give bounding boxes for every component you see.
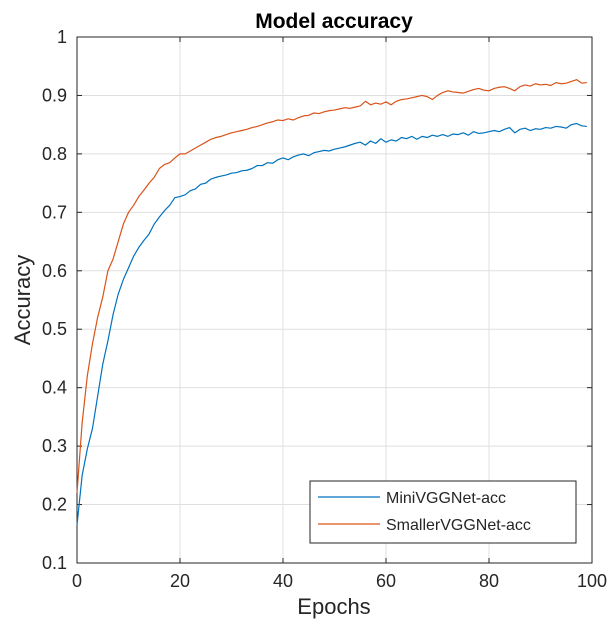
- legend-label-smallervggnet: SmallerVGGNet-acc: [386, 517, 531, 534]
- legend: MiniVGGNet-acc SmallerVGGNet-acc: [309, 480, 577, 544]
- series-lines: [76, 79, 587, 526]
- series-line-smallervggnet-acc: [76, 79, 587, 493]
- x-axis-label: Epochs: [297, 594, 370, 619]
- legend-box: [309, 480, 577, 544]
- y-tick-label: 0.6: [42, 261, 67, 281]
- x-tick-label: 20: [170, 571, 190, 591]
- y-tick-label: 1: [57, 27, 67, 47]
- y-tick-label: 0.8: [42, 144, 67, 164]
- x-tick-label: 100: [577, 571, 607, 591]
- y-tick-label: 0.5: [42, 319, 67, 339]
- series-line-minivggnet-acc: [76, 122, 587, 526]
- y-axis-label: Accuracy: [10, 255, 35, 345]
- x-tick-label: 0: [72, 571, 82, 591]
- chart-title: Model accuracy: [255, 10, 413, 33]
- y-tick-label: 0.9: [42, 85, 67, 105]
- x-tick-label: 60: [376, 571, 396, 591]
- tick-labels: 0 20 40 60 80 100 0.1 0.2 0.3 0.4 0.5 0.6 0.7 0.8 0.9 1: [42, 27, 607, 591]
- y-tick-label: 0.2: [42, 495, 67, 515]
- y-tick-label: 0.3: [42, 436, 67, 456]
- plot-area-frame: [76, 36, 593, 564]
- axes: [76, 36, 593, 564]
- legend-label-minivggnet: MiniVGGNet-acc: [386, 490, 506, 507]
- grid: [77, 37, 592, 563]
- y-tick-label: 0.4: [42, 378, 67, 398]
- y-tick-label: 0.7: [42, 202, 67, 222]
- y-tick-label: 0.1: [42, 553, 67, 573]
- x-tick-label: 80: [479, 571, 499, 591]
- x-tick-label: 40: [273, 571, 293, 591]
